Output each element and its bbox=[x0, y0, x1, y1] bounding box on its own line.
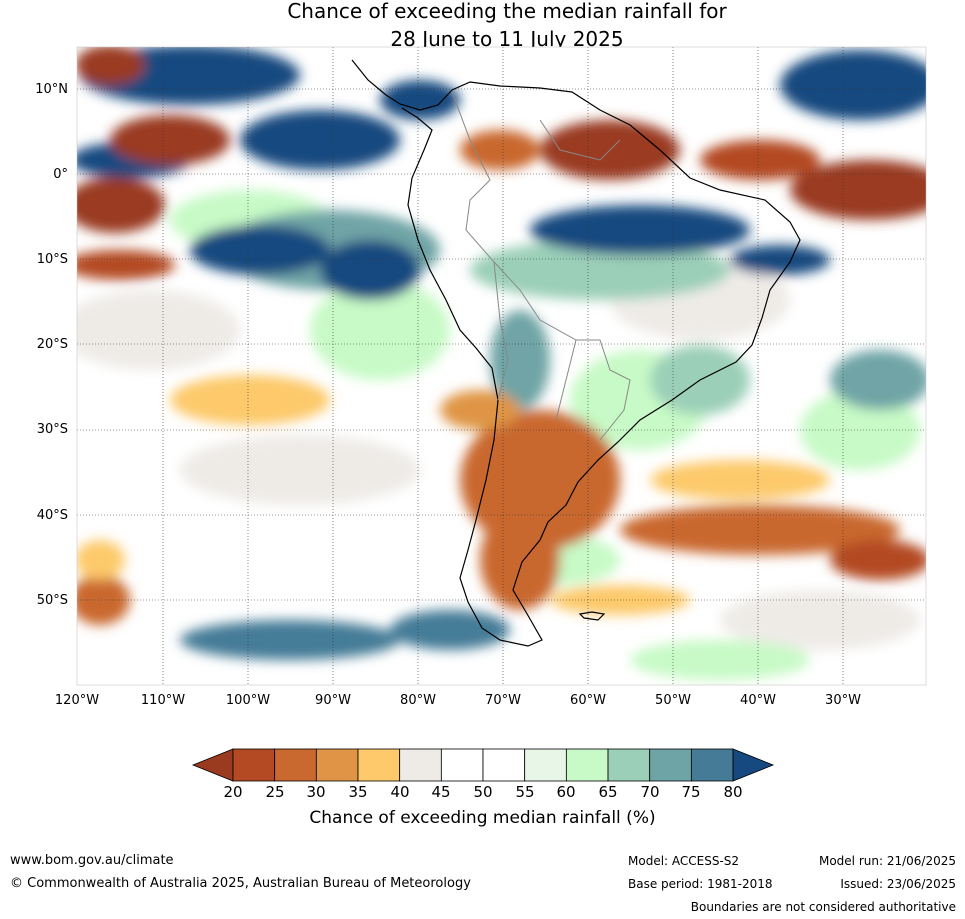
colorbar-tick: 45 bbox=[431, 783, 451, 801]
colorbar-tick: 20 bbox=[223, 783, 243, 801]
colorbar-segment bbox=[607, 748, 651, 782]
colorbar-label: Chance of exceeding median rainfall (%) bbox=[309, 808, 656, 828]
lon-label-90w: 90°W bbox=[315, 693, 351, 708]
graticule bbox=[77, 47, 926, 685]
lon-label-50w: 50°W bbox=[655, 693, 691, 708]
lat-label-40s: 40°S bbox=[36, 508, 68, 523]
colorbar-segment bbox=[524, 748, 567, 782]
lon-label-110w: 110°W bbox=[140, 693, 186, 708]
country-borders bbox=[451, 91, 631, 441]
lat-label-0: 0° bbox=[53, 167, 68, 182]
colorbar-tick: 60 bbox=[556, 783, 576, 801]
south-america-coastline bbox=[351, 59, 801, 647]
colorbar-segment bbox=[565, 748, 609, 782]
colorbar-tick: 40 bbox=[390, 783, 410, 801]
footer-model: Model: ACCESS-S2 bbox=[628, 854, 740, 868]
colorbar-tick: 25 bbox=[265, 783, 285, 801]
lat-label-10n: 10°N bbox=[35, 82, 68, 97]
lon-label-100w: 100°W bbox=[225, 693, 271, 708]
colorbar-tick: 65 bbox=[598, 783, 618, 801]
lon-label-120w: 120°W bbox=[54, 693, 100, 708]
lon-label-40w: 40°W bbox=[740, 693, 776, 708]
colorbar-segment bbox=[315, 748, 359, 782]
colorbar-tick: 50 bbox=[473, 783, 493, 801]
lon-label-70w: 70°W bbox=[485, 693, 521, 708]
colorbar-segment bbox=[232, 748, 276, 782]
lat-label-30s: 30°S bbox=[36, 422, 68, 437]
falkland-islands bbox=[578, 611, 606, 621]
footer-base-period: Base period: 1981-2018 bbox=[628, 877, 773, 891]
lon-label-60w: 60°W bbox=[570, 693, 606, 708]
colorbar-segment bbox=[440, 748, 484, 782]
colorbar-tick: 70 bbox=[640, 783, 660, 801]
colorbar-arrow-high bbox=[732, 748, 775, 782]
map-title-line-2: 28 June to 11 July 2025 bbox=[390, 27, 624, 51]
colorbar-segment bbox=[399, 748, 442, 782]
footer-model-run: Model run: 21/06/2025 bbox=[818, 854, 956, 868]
colorbar-tick: 30 bbox=[306, 783, 326, 801]
colorbar-tick: 35 bbox=[348, 783, 368, 801]
lat-label-50s: 50°S bbox=[36, 593, 68, 608]
colorbar-segment bbox=[482, 748, 526, 782]
map-title-line-1: Chance of exceeding the median rainfall … bbox=[287, 0, 727, 23]
rainfall-field bbox=[77, 47, 926, 680]
colorbar-segment bbox=[649, 748, 692, 782]
lat-label-10s: 10°S bbox=[36, 252, 68, 267]
colorbar bbox=[191, 748, 775, 782]
footer-boundaries-note: Boundaries are not considered authoritat… bbox=[690, 900, 956, 914]
colorbar-arrow-low bbox=[191, 748, 234, 782]
colorbar-tick: 75 bbox=[681, 783, 701, 801]
map-frame bbox=[76, 46, 927, 686]
footer-url[interactable]: www.bom.gov.au/climate bbox=[10, 853, 174, 868]
colorbar-tick: 55 bbox=[515, 783, 535, 801]
colorbar-segment bbox=[357, 748, 401, 782]
colorbar-tick: 80 bbox=[723, 783, 743, 801]
footer-issued: Issued: 23/06/2025 bbox=[840, 877, 956, 891]
lat-label-20s: 20°S bbox=[36, 337, 68, 352]
footer-copyright: © Commonwealth of Australia 2025, Austra… bbox=[10, 876, 471, 891]
colorbar-segment bbox=[690, 748, 734, 782]
lon-label-30w: 30°W bbox=[825, 693, 861, 708]
colorbar-segment bbox=[274, 748, 317, 782]
lon-label-80w: 80°W bbox=[400, 693, 436, 708]
